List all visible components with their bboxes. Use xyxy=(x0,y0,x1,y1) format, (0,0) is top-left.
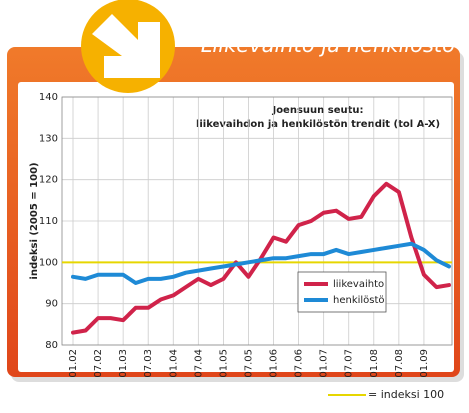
icon-arrow xyxy=(92,14,160,78)
y-axis-label: indeksi (2005 = 100) xyxy=(29,162,40,279)
y-tick-label: 110 xyxy=(39,216,58,227)
y-tick-label: 100 xyxy=(39,257,58,268)
x-tick-label: 07.07 xyxy=(344,349,355,378)
y-tick-label: 130 xyxy=(39,133,58,144)
x-tick-label: 07.08 xyxy=(394,349,405,378)
x-tick-label: 07.03 xyxy=(143,349,154,378)
legend-label: liikevaihto xyxy=(333,279,384,290)
chart-subtitle: liikevaihdon ja henkilöstön trendit (tol… xyxy=(196,119,440,130)
x-tick-label: 01.08 xyxy=(369,349,380,378)
y-tick-label: 140 xyxy=(39,92,58,103)
x-tick-label: 07.02 xyxy=(93,349,104,378)
plot-border xyxy=(61,96,453,346)
x-tick-label: 01.04 xyxy=(168,349,179,378)
x-tick-label: 01.05 xyxy=(218,349,229,378)
y-tick-label: 90 xyxy=(45,299,58,310)
chart-title: Joensuun seutu: xyxy=(271,105,363,116)
y-tick-label: 80 xyxy=(45,340,58,351)
x-tick-label: 01.02 xyxy=(68,349,79,378)
x-tick-label: 07.06 xyxy=(294,349,305,378)
y-tick-label: 120 xyxy=(39,175,58,186)
banner-title: Liikevaihto ja henkilöstö xyxy=(201,33,455,57)
x-tick-label: 01.03 xyxy=(118,349,129,378)
series-line xyxy=(71,181,451,335)
x-tick-label: 01.06 xyxy=(269,349,280,378)
reference-legend-label: = indeksi 100 xyxy=(368,388,444,401)
x-tick-label: 07.04 xyxy=(193,349,204,378)
x-tick-label: 01.09 xyxy=(419,349,430,378)
legend-box xyxy=(297,271,387,313)
x-tick-label: 01.07 xyxy=(319,349,330,378)
x-tick-label: 07.05 xyxy=(243,349,254,378)
legend-label: henkilöstö xyxy=(333,295,385,306)
series-line xyxy=(71,241,451,285)
